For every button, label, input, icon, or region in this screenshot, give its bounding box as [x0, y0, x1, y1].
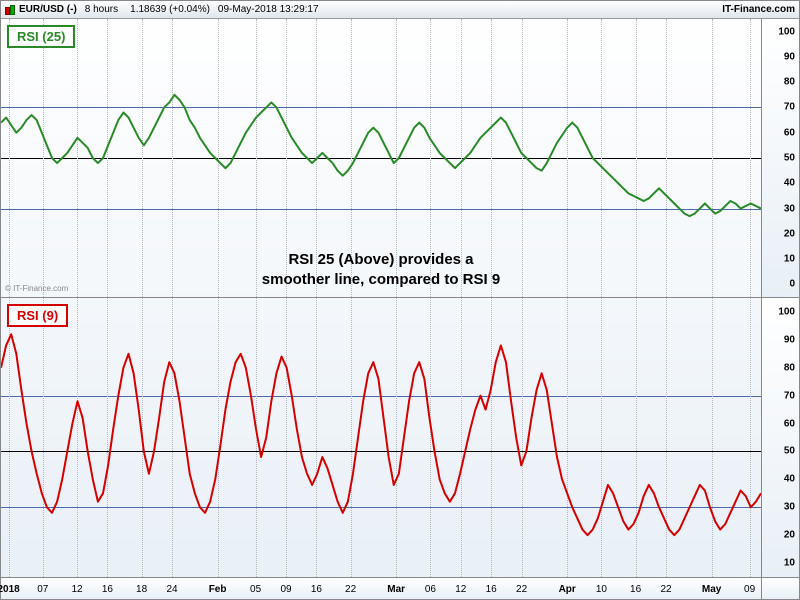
chart-container: EUR/USD (-) 8 hours 1.18639 (+0.04%) 09-…: [0, 0, 800, 600]
ytick-label: 90: [784, 51, 795, 62]
xtick-label: 09: [280, 584, 291, 595]
ytick-label: 100: [778, 306, 795, 317]
brand-label: IT-Finance.com: [722, 4, 795, 15]
xtick-label: 12: [455, 584, 466, 595]
ytick-label: 80: [784, 362, 795, 373]
ytick-label: 100: [778, 26, 795, 37]
xtick-label: 12: [71, 584, 82, 595]
xtick-label: May: [702, 584, 721, 595]
rsi9-yaxis: 10 20 30 40 50 60 70 80 90 100: [761, 298, 799, 577]
xtick-label: 18: [136, 584, 147, 595]
xtick-label: 2018: [0, 584, 20, 595]
xtick-label: 22: [660, 584, 671, 595]
ytick-label: 30: [784, 203, 795, 214]
ytick-label: 90: [784, 334, 795, 345]
rsi25-badge: RSI (25): [7, 25, 75, 48]
xtick-label: Mar: [387, 584, 405, 595]
xtick-label: 24: [166, 584, 177, 595]
rsi25-plot[interactable]: RSI (25) © IT-Finance.com RSI 25 (Above)…: [1, 19, 761, 297]
candle-icon: [5, 4, 15, 16]
xtick-label: 22: [516, 584, 527, 595]
xtick-label: 16: [311, 584, 322, 595]
ytick-label: 40: [784, 474, 795, 485]
annotation-text: RSI 25 (Above) provides a smoother line,…: [262, 250, 500, 289]
rsi25-panel: RSI (25) © IT-Finance.com RSI 25 (Above)…: [1, 19, 799, 298]
rsi9-panel: RSI (9) 10 20 30 40 50 60 70 80 90 100: [1, 298, 799, 577]
xtick-label: 16: [102, 584, 113, 595]
rsi9-badge: RSI (9): [7, 304, 68, 327]
rsi9-plot[interactable]: RSI (9): [1, 298, 761, 577]
rsi25-yaxis: 0 10 20 30 40 50 60 70 80 90 100: [761, 19, 799, 297]
chart-header: EUR/USD (-) 8 hours 1.18639 (+0.04%) 09-…: [1, 1, 799, 19]
xtick-label: 16: [630, 584, 641, 595]
ytick-label: 40: [784, 178, 795, 189]
x-axis: 2018 07 12 16 18 24 Feb 05 09 16 22 Mar 06 12 16 22 Apr 1…: [1, 577, 761, 599]
ytick-label: 0: [789, 279, 795, 290]
ytick-label: 20: [784, 530, 795, 541]
ytick-label: 20: [784, 228, 795, 239]
xtick-label: 05: [250, 584, 261, 595]
xtick-label: 22: [345, 584, 356, 595]
xtick-label: 07: [37, 584, 48, 595]
ytick-label: 70: [784, 102, 795, 113]
xtick-label: Apr: [559, 584, 576, 595]
xtick-label: 10: [596, 584, 607, 595]
chart-area: RSI (25) © IT-Finance.com RSI 25 (Above)…: [1, 19, 799, 577]
xtick-label: Feb: [209, 584, 227, 595]
ytick-label: 80: [784, 77, 795, 88]
ytick-label: 60: [784, 418, 795, 429]
ytick-label: 10: [784, 558, 795, 569]
price-label: 1.18639 (+0.04%): [130, 4, 210, 15]
xtick-label: 06: [425, 584, 436, 595]
ytick-label: 60: [784, 127, 795, 138]
ytick-label: 50: [784, 153, 795, 164]
datetime-label: 09-May-2018 13:29:17: [218, 4, 319, 15]
symbol-label: EUR/USD (-): [19, 4, 77, 15]
ytick-label: 30: [784, 502, 795, 513]
xtick-label: 16: [486, 584, 497, 595]
x-axis-corner: [761, 577, 799, 599]
xtick-label: 09: [744, 584, 755, 595]
ytick-label: 70: [784, 390, 795, 401]
watermark: © IT-Finance.com: [5, 284, 68, 293]
ytick-label: 10: [784, 254, 795, 265]
timeframe-label: 8 hours: [85, 4, 118, 15]
ytick-label: 50: [784, 446, 795, 457]
